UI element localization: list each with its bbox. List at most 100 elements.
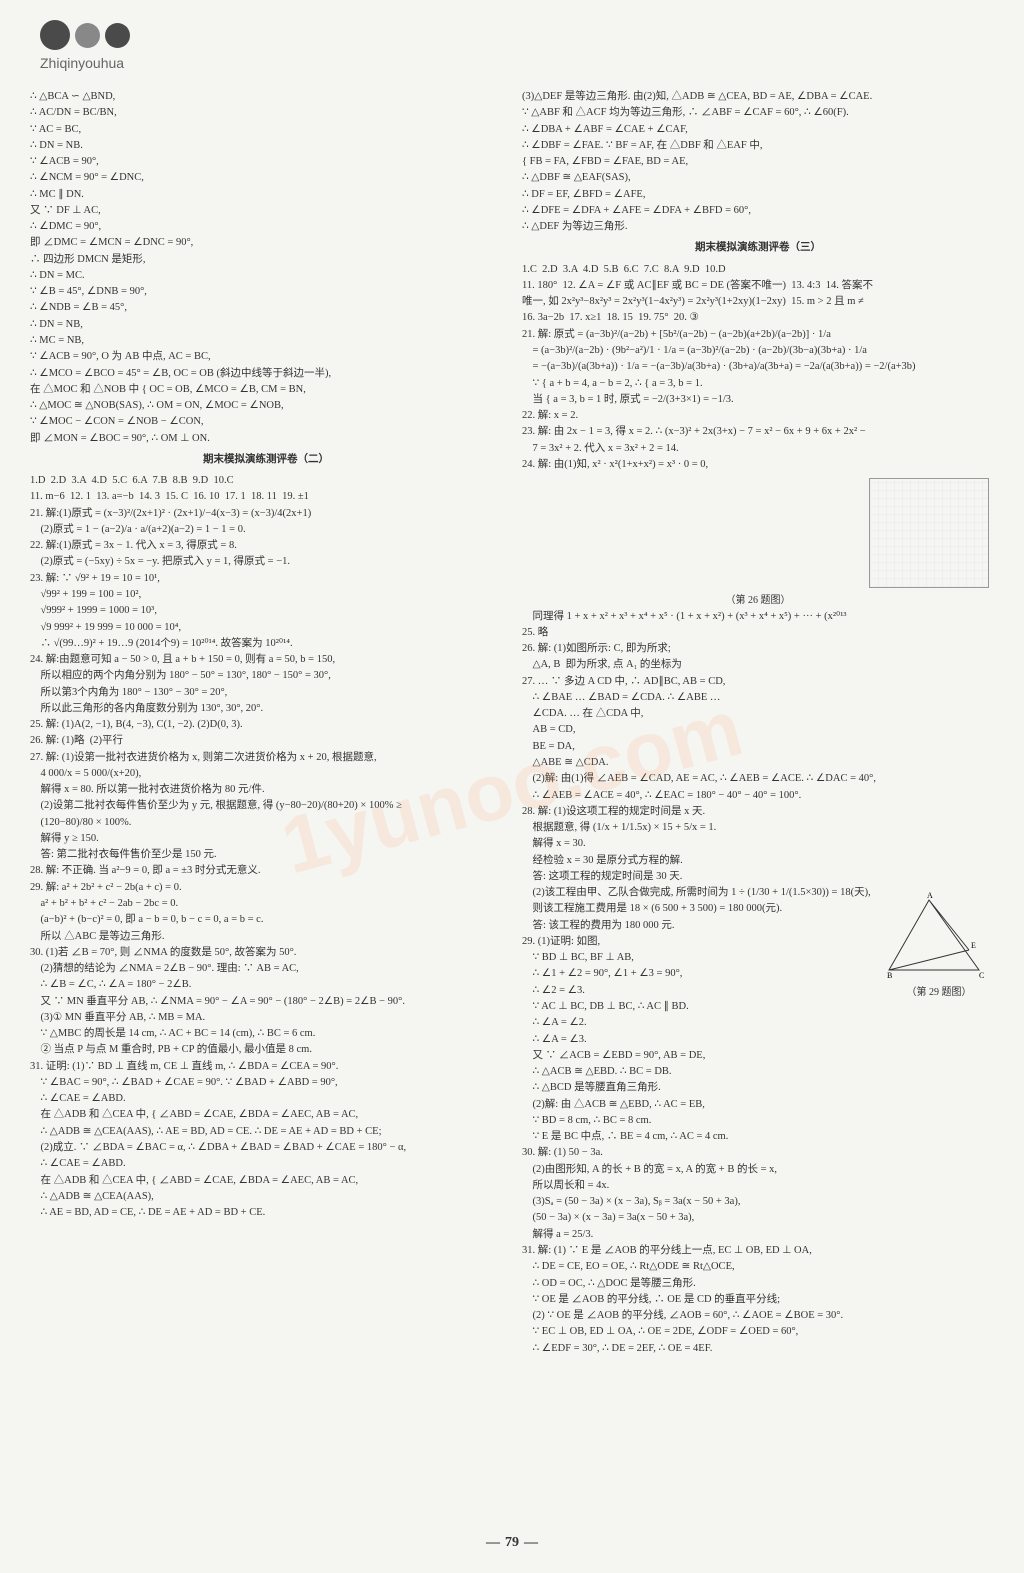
- problem-line: 所以此三角形的各内角度数分别为 130°, 30°, 20°.: [30, 701, 502, 717]
- problem-line: ∴ ∠A = ∠2.: [522, 1015, 994, 1031]
- right-column: (3)△DEF 是等边三角形. 由(2)知, △ADB ≅ △CEA, BD =…: [522, 89, 994, 1357]
- problem-line: ∴ △ADB ≅ △CEA(AAS), ∴ AE = BD, AD = CE. …: [30, 1124, 502, 1140]
- right-lines: (3)△DEF 是等边三角形. 由(2)知, △ADB ≅ △CEA, BD =…: [522, 89, 994, 235]
- problem-line: (3)① MN 垂直平分 AB, ∴ MB = MA.: [30, 1010, 502, 1026]
- problem-line: (2)猜想的结论为 ∠NMA = 2∠B − 90°. 理由: ∵ AB = A…: [30, 961, 502, 977]
- proof-line: (3)△DEF 是等边三角形. 由(2)知, △ADB ≅ △CEA, BD =…: [522, 89, 994, 105]
- logo: [40, 20, 1024, 50]
- exam3-title: 期末模拟演练测评卷（三）: [522, 240, 994, 256]
- problem-line: 所以 △ABC 是等边三角形.: [30, 929, 502, 945]
- problem-line: ∠CDA. … 在 △CDA 中,: [522, 706, 994, 722]
- logo-circle-1: [40, 20, 70, 50]
- problem-line: 31. 解: (1) ∵ E 是 ∠AOB 的平分线上一点, EC ⊥ OB, …: [522, 1243, 994, 1259]
- proof-line: ∴ ∠NCM = 90° = ∠DNC,: [30, 170, 502, 186]
- problem-line: 答: 第二批衬衣每件售价至少是 150 元.: [30, 847, 502, 863]
- problem-line: (50 − 3a) × (x − 3a) = 3a(x − 50 + 3a),: [522, 1210, 994, 1226]
- problem-line: 7 = 3x² + 2. 代入 x = 3x² + 2 = 14.: [522, 441, 994, 457]
- proof-line: ∴ ∠DFE = ∠DFA + ∠AFE = ∠DFA + ∠BFD = 60°…: [522, 203, 994, 219]
- proof-line: 又 ∵ DF ⊥ AC,: [30, 203, 502, 219]
- problem-line: ∴ △ACB ≅ △EBD. ∴ BC = DB.: [522, 1064, 994, 1080]
- problem-line: 又 ∵ MN 垂直平分 AB, ∴ ∠NMA = 90° − ∠A = 90° …: [30, 994, 502, 1010]
- proof-line: { FB = FA, ∠FBD = ∠FAE, BD = AE,: [522, 154, 994, 170]
- problem-line: 30. 解: (1) 50 − 3a.: [522, 1145, 994, 1161]
- problem-line: (2)成立. ∵ ∠BDA = ∠BAC = α, ∴ ∠DBA + ∠BAD …: [30, 1140, 502, 1156]
- proof-line: ∴ 四边形 DMCN 是矩形,: [30, 252, 502, 268]
- exam2-answers: 1.D 2.D 3.A 4.D 5.C 6.A 7.B 8.B 9.D 10.C: [30, 473, 502, 489]
- proof-line: ∴ △MOC ≅ △NOB(SAS), ∴ OM = ON, ∠MOC = ∠N…: [30, 398, 502, 414]
- logo-circle-2: [75, 23, 100, 48]
- problem-line: ∵ { a + b = 4, a − b = 2, ∴ { a = 3, b =…: [522, 376, 994, 392]
- problem-line: 解得 y ≥ 150.: [30, 831, 502, 847]
- problem-line: √999² + 1999 = 1000 = 10³,: [30, 603, 502, 619]
- problem-line: 又 ∵ ∠ACB = ∠EBD = 90°, AB = DE,: [522, 1048, 994, 1064]
- svg-text:E: E: [971, 941, 976, 950]
- problem-line: 23. 解: 由 2x − 1 = 3, 得 x = 2. ∴ (x−3)² +…: [522, 424, 994, 440]
- proof-line: ∴ ∠DMC = 90°,: [30, 219, 502, 235]
- problem-line: ∵ EC ⊥ OB, ED ⊥ OA, ∴ OE = 2DE, ∠ODF = ∠…: [522, 1324, 994, 1340]
- proof-line: ∴ DF = EF, ∠BFD = ∠AFE,: [522, 187, 994, 203]
- problem-line: 29. 解: a² + 2b² + c² − 2b(a + c) = 0.: [30, 880, 502, 896]
- problem-line: (2)原式 = (−5xy) ÷ 5x = −y. 把原式入 y = 1, 得原…: [30, 554, 502, 570]
- problem-line: ∴ AE = BD, AD = CE, ∴ DE = AE + AD = BD …: [30, 1205, 502, 1221]
- problem-line: 28. 解: (1)设这项工程的规定时间是 x 天.: [522, 804, 994, 820]
- problem-line: 当 { a = 3, b = 1 时, 原式 = −2/(3+3×1) = −1…: [522, 392, 994, 408]
- exam2-fill: 11. m−6 12. 1 13. a=−b 14. 3 15. C 16. 1…: [30, 489, 502, 505]
- page-header: Zhiqinyouhua: [0, 0, 1024, 79]
- problem-line: 经检验 x = 30 是原分式方程的解.: [522, 853, 994, 869]
- svg-text:A: A: [927, 891, 933, 900]
- page-number: 79: [481, 1532, 543, 1553]
- problem-line: AB = CD,: [522, 722, 994, 738]
- proof-lines: ∴ △BCA ∽ △BND,∴ AC/DN = BC/BN,∵ AC = BC,…: [30, 89, 502, 447]
- proof-line: ∴ DN = MC.: [30, 268, 502, 284]
- problem-line: (2)由图形知, A 的长 + B 的宽 = x, A 的宽 + B 的长 = …: [522, 1162, 994, 1178]
- exam2-title: 期末模拟演练测评卷（二）: [30, 452, 502, 468]
- problem-line: 解得 x = 80. 所以第一批衬衣进货价格为 80 元/件.: [30, 782, 502, 798]
- problem-line: 31. 证明: (1)∵ BD ⊥ 直线 m, CE ⊥ 直线 m, ∴ ∠BD…: [30, 1059, 502, 1075]
- problem-line: ∴ ∠B = ∠C, ∴ ∠A = 180° − 2∠B.: [30, 977, 502, 993]
- problem-line: ∵ OE 是 ∠AOB 的平分线, ∴ OE 是 CD 的垂直平分线;: [522, 1292, 994, 1308]
- problem-line: ∴ √(99…9)² + 19…9 (2014个9) = 10²⁰¹⁴. 故答案…: [30, 636, 502, 652]
- problem-line: 4 000/x = 5 000/(x+20),: [30, 766, 502, 782]
- proof-line: ∴ AC/DN = BC/BN,: [30, 105, 502, 121]
- problem-line: a² + b² + b² + c² − 2ab − 2bc = 0.: [30, 896, 502, 912]
- proof-line: 即 ∠MON = ∠BOC = 90°, ∴ OM ⊥ ON.: [30, 431, 502, 447]
- problem-line: (2)解: 由 △ACB ≅ △EBD, ∴ AC = EB,: [522, 1097, 994, 1113]
- problem-line: (2) ∵ OE 是 ∠AOB 的平分线, ∠AOB = 60°, ∴ ∠AOE…: [522, 1308, 994, 1324]
- problem-line: ∴ ∠EDF = 30°, ∴ DE = 2EF, ∴ OE = 4EF.: [522, 1341, 994, 1357]
- left-problems: 21. 解:(1)原式 = (x−3)²/(2x+1)² · (2x+1)/−4…: [30, 506, 502, 1222]
- problem-line: 26. 解: (1)略 (2)平行: [30, 733, 502, 749]
- problem-line: 22. 解: x = 2.: [522, 408, 994, 424]
- proof-line: ∵ ∠ACB = 90°, O 为 AB 中点, AC = BC,: [30, 349, 502, 365]
- problem-line: ∴ ∠BAE … ∠BAD = ∠CDA. ∴ ∠ABE …: [522, 690, 994, 706]
- proof-line: ∴ △DBF ≅ △EAF(SAS),: [522, 170, 994, 186]
- right-problems: 21. 解: 原式 = (a−3b)²/(a−2b) + [5b²/(a−2b)…: [522, 327, 994, 1357]
- problem-line: ∴ ∠CAE = ∠ABD.: [30, 1156, 502, 1172]
- problem-line: ∴ ∠A = ∠3.: [522, 1032, 994, 1048]
- proof-line: ∵ ∠ACB = 90°,: [30, 154, 502, 170]
- problem-line: 24. 解: 由(1)知, x² · x²(1+x+x²) = x³ · 0 =…: [522, 457, 994, 473]
- problem-line: △A, B 即为所求, 点 A₁ 的坐标为: [522, 657, 994, 673]
- left-column: ∴ △BCA ∽ △BND,∴ AC/DN = BC/BN,∵ AC = BC,…: [30, 89, 502, 1357]
- figure-29-caption: （第 29 题图）: [884, 985, 994, 1001]
- proof-line: ∴ MC ∥ DN.: [30, 187, 502, 203]
- figure-26-caption: （第 26 题图）: [522, 593, 994, 609]
- problem-line: = (a−3b)²/(a−2b) · (9b²−a²)/1 · 1/a = (a…: [522, 343, 994, 359]
- problem-line: (a−b)² + (b−c)² = 0, 即 a − b = 0, b − c …: [30, 912, 502, 928]
- exam3-fill: 11. 180° 12. ∠A = ∠F 或 AC∥EF 或 BC = DE (…: [522, 278, 994, 294]
- problem-line: ∵ ∠BAC = 90°, ∴ ∠BAD + ∠CAE = 90°. ∵ ∠BA…: [30, 1075, 502, 1091]
- problem-line: 23. 解: ∵ √9² + 19 = 10 = 10¹,: [30, 571, 502, 587]
- problem-line: 在 △ADB 和 △CEA 中, { ∠ABD = ∠CAE, ∠BDA = ∠…: [30, 1107, 502, 1123]
- problem-line: 21. 解: 原式 = (a−3b)²/(a−2b) + [5b²/(a−2b)…: [522, 327, 994, 343]
- problem-line: 所以相应的两个内角分别为 180° − 50° = 130°, 180° − 1…: [30, 668, 502, 684]
- content-area: ∴ △BCA ∽ △BND,∴ AC/DN = BC/BN,∵ AC = BC,…: [0, 79, 1024, 1367]
- problem-line: ∵ BD = 8 cm, ∴ BC = 8 cm.: [522, 1113, 994, 1129]
- svg-text:C: C: [979, 971, 984, 980]
- exam3-fill2: 唯一, 如 2x²y³−8x²y³ = 2x²y³(1−4x²y³) = 2x²…: [522, 294, 994, 310]
- proof-line: ∴ △DEF 为等边三角形.: [522, 219, 994, 235]
- problem-line: 24. 解:由题意可知 a − 50 > 0, 且 a + b + 150 = …: [30, 652, 502, 668]
- proof-line: ∴ DN = NB,: [30, 317, 502, 333]
- problem-line: ∴ ∠AEB = ∠ACE = 40°, ∴ ∠EAC = 180° − 40°…: [522, 788, 994, 804]
- problem-line: (3)Sₐ = (50 − 3a) × (x − 3a), Sᵦ = 3a(x …: [522, 1194, 994, 1210]
- logo-circle-3: [105, 23, 130, 48]
- problem-line: BE = DA,: [522, 739, 994, 755]
